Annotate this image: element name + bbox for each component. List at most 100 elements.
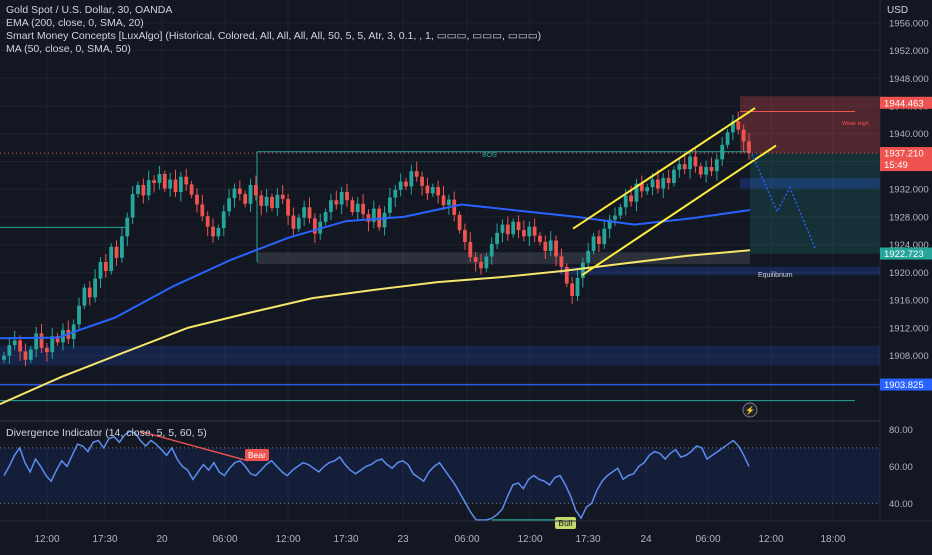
candle-body (548, 240, 553, 251)
candle-body (580, 262, 585, 278)
candle-body (152, 180, 156, 183)
bear-label: Bear (248, 450, 266, 460)
candle-body (2, 355, 6, 360)
candle-body (484, 256, 489, 269)
candle-body (387, 197, 392, 213)
candle-body (618, 207, 623, 216)
candle-body (312, 218, 317, 234)
ma-50-line (0, 203, 751, 340)
candle-body (232, 188, 237, 199)
time-tick-label: 20 (156, 534, 168, 545)
smc-zones (0, 96, 880, 402)
candle-body (725, 132, 730, 145)
time-tick-label: 06:00 (695, 534, 720, 545)
candle-body (211, 226, 215, 237)
candle-body (227, 198, 232, 212)
candle-body (634, 183, 639, 202)
candle-body (393, 189, 398, 198)
candle-body (516, 221, 521, 231)
candle-body (559, 256, 564, 267)
candle-body (538, 235, 542, 242)
bear-divergence-line (139, 430, 249, 462)
candle-body (650, 179, 655, 188)
candle-body (350, 200, 355, 213)
candle-body (157, 173, 162, 183)
candle-body (505, 224, 510, 235)
candle-body (114, 246, 119, 258)
candle-body (655, 179, 660, 189)
candle-body (248, 185, 253, 204)
ema-legend[interactable]: EMA (200, close, 0, SMA, 20) (6, 17, 144, 29)
candle-body (120, 236, 124, 258)
ma-legend[interactable]: MA (50, close, 0, SMA, 50) (6, 43, 131, 55)
candle-body (109, 246, 114, 272)
projection-path (751, 154, 816, 249)
candle-body (597, 236, 601, 244)
candle-body (645, 187, 650, 192)
candle-body (28, 349, 33, 360)
price-tag-bottom: 1903.825 (884, 380, 924, 391)
candle-body (77, 305, 81, 325)
price-tick-label: 1952.000 (889, 46, 929, 57)
candle-body (195, 194, 199, 205)
candle-body (296, 217, 301, 229)
candle-body (425, 185, 430, 194)
candle-body (302, 207, 307, 218)
candle-body (168, 179, 173, 189)
candle-body (591, 236, 596, 251)
candle-body (623, 195, 628, 208)
candle-body (473, 257, 478, 262)
demand-zone (257, 252, 750, 265)
candle-body (457, 214, 462, 231)
candle-body (103, 262, 108, 272)
candle-body (677, 164, 682, 170)
price-tag-countdown: 15:49 (884, 160, 908, 171)
candle-body (371, 208, 376, 222)
candle-body (661, 178, 666, 189)
candle-body (468, 241, 473, 258)
candle-body (543, 241, 548, 251)
candle-body (34, 333, 39, 350)
time-tick-label: 17:30 (92, 534, 117, 545)
candle-body (173, 179, 178, 192)
discount-band (0, 345, 880, 366)
candle-body (93, 278, 98, 298)
smc-legend[interactable]: Smart Money Concepts [LuxAlgo] (Historic… (6, 30, 542, 42)
candle-body (87, 287, 92, 298)
candle-body (430, 187, 435, 194)
candle-body (243, 194, 248, 204)
rsi-tick-label: 80.00 (889, 425, 913, 436)
price-tick-label: 1912.000 (889, 323, 929, 334)
candle-body (237, 188, 242, 195)
candle-body (436, 187, 441, 196)
candle-body (361, 203, 366, 215)
candle-body (398, 181, 403, 190)
candle-body (404, 181, 408, 187)
candle-body (254, 185, 258, 196)
time-tick-label: 06:00 (212, 534, 237, 545)
candle-body (693, 156, 698, 167)
replay-icon (742, 402, 758, 418)
bull-label: Bull (558, 518, 572, 528)
time-tick-label: 17:30 (333, 534, 358, 545)
lower-band (560, 266, 880, 276)
price-tick-label: 1924.000 (889, 240, 929, 251)
candle-body (409, 171, 414, 187)
price-tick-label: 1956.000 (889, 18, 929, 29)
candle-body (339, 191, 344, 205)
candle-body (500, 224, 505, 233)
candle-body (275, 194, 280, 208)
candle-body (178, 176, 183, 192)
symbol-legend[interactable]: Gold Spot / U.S. Dollar, 30, OANDA (6, 4, 173, 16)
price-tag-bottom-bg (880, 378, 932, 391)
time-tick-label: 24 (640, 534, 652, 545)
candle-body (50, 336, 55, 353)
price-tag-top-bg (880, 96, 932, 109)
divergence-legend[interactable]: Divergence Indicator (14, close, 5, 5, 6… (6, 427, 207, 439)
time-tick-label: 12:00 (34, 534, 59, 545)
time-tick-label: 23 (397, 534, 409, 545)
candle-body (570, 283, 575, 296)
candle-body (747, 141, 751, 154)
candle-body (586, 250, 591, 263)
